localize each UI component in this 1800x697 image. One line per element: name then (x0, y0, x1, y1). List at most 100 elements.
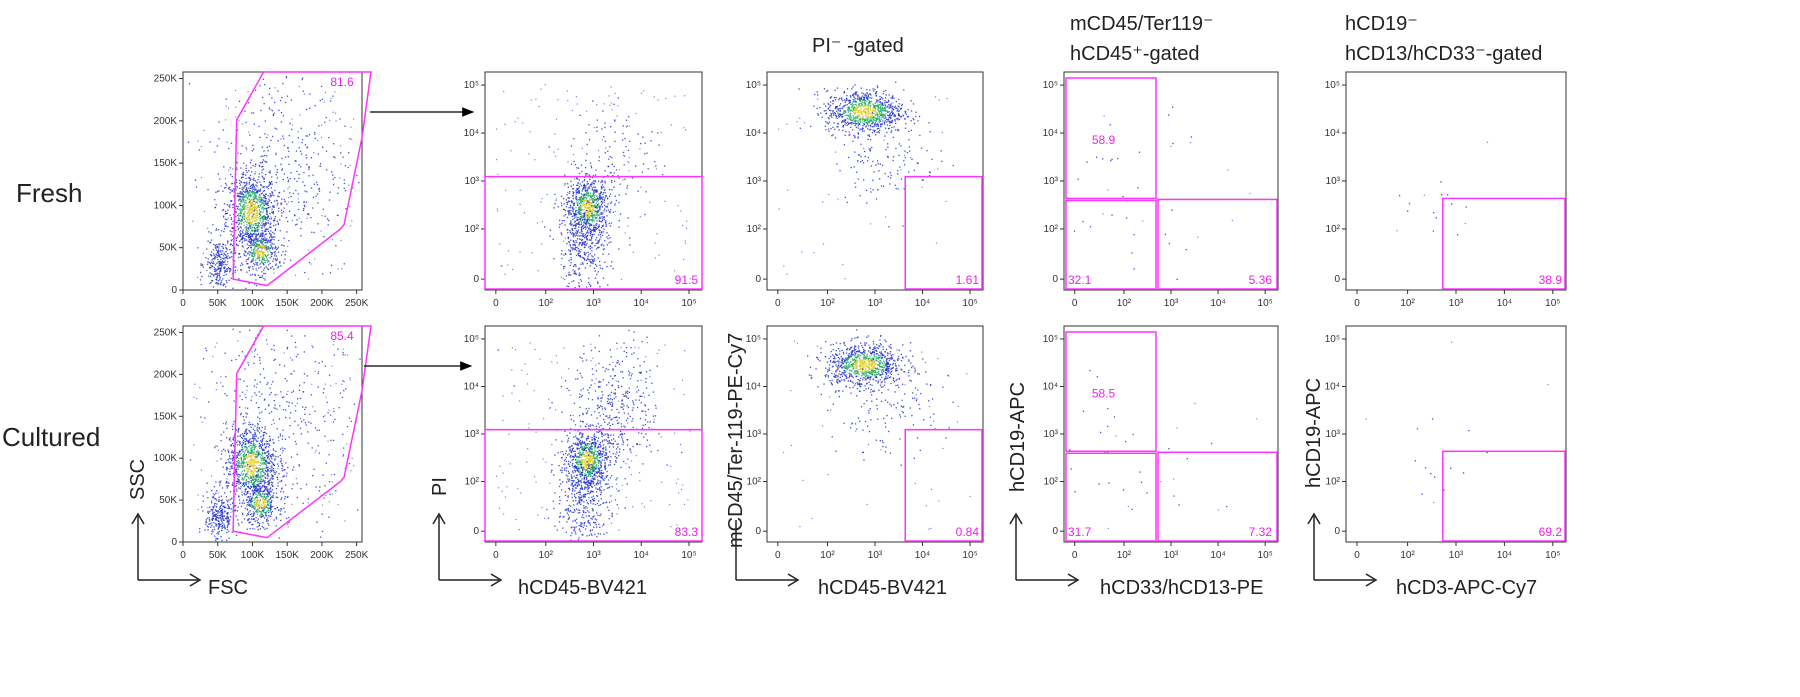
x-tick-label: 10⁴ (915, 298, 930, 309)
event-dots (187, 76, 360, 290)
y-tick-label: 10² (1044, 224, 1059, 235)
panel-fresh-hcd19-hcd3: 0 0 10² 10² 10³ 10³ 10⁴ 10⁴ 10⁵ 10⁵ 38.9 (1325, 71, 1567, 309)
col3-title: PI⁻ -gated (812, 35, 904, 57)
y-tick-label: 150K (154, 411, 178, 422)
gate-percentage-ul: 58.9 (1092, 133, 1116, 147)
y-tick-label: 10⁵ (464, 80, 479, 91)
p4-y-label: hCD19-APC (1007, 382, 1029, 492)
y-tick-label: 0 (755, 274, 761, 285)
p5-x-label: hCD3-APC-Cy7 (1396, 577, 1537, 599)
y-tick-label: 200K (154, 116, 178, 127)
panel-cultured-ssc-fsc: 00 50K 50K 100K 100K 150K 150K 200K 200K 250K 250K… (154, 325, 372, 561)
y-tick-label: 10² (465, 224, 480, 235)
x-tick-label: 200K (310, 550, 334, 561)
plot-frame (1063, 71, 1279, 291)
x-tick-label: 10⁵ (1258, 298, 1273, 309)
x-tick-label: 10⁴ (915, 550, 930, 561)
x-tick-label: 10⁴ (634, 550, 649, 561)
y-tick-label: 10⁴ (464, 381, 479, 392)
y-tick-label: 10⁴ (746, 381, 761, 392)
p2-x-label: hCD45-BV421 (518, 577, 647, 599)
y-tick-label: 10⁴ (1043, 381, 1058, 392)
quadrant-ul-gate (1065, 77, 1157, 200)
p1-x-label: FSC (208, 577, 248, 599)
plot-frame (484, 325, 703, 543)
y-tick-label: 0 (171, 537, 177, 548)
x-tick-label: 10³ (1164, 550, 1179, 561)
x-tick-label: 10³ (868, 298, 883, 309)
cd3-positive-gate (1442, 450, 1566, 542)
y-tick-label: 10² (1326, 477, 1341, 488)
x-tick-label: 10⁵ (1258, 550, 1273, 561)
y-tick-label: 10² (465, 477, 480, 488)
event-dots (495, 84, 691, 289)
x-tick-label: 10⁵ (681, 298, 696, 309)
quadrant-lr-gate (1157, 198, 1278, 290)
axis-indicator-p1 (131, 512, 202, 587)
live-cell-gate (232, 71, 372, 287)
y-tick-label: 10⁵ (1325, 80, 1340, 91)
x-tick-label: 10³ (586, 298, 601, 309)
plot-frame (766, 71, 984, 291)
gate-percentage-ul: 58.5 (1092, 386, 1116, 400)
x-tick-label: 10² (539, 550, 554, 561)
x-tick-label: 10⁵ (681, 550, 696, 561)
gate-percentage: 1.61 (956, 273, 980, 287)
x-tick-label: 0 (775, 298, 781, 309)
p2-y-label: PI (429, 477, 451, 496)
x-tick-label: 0 (493, 550, 499, 561)
x-tick-label: 150K (275, 550, 299, 561)
y-tick-label: 0 (171, 285, 177, 296)
cd3-positive-gate (1442, 197, 1566, 290)
x-tick-label: 50K (209, 550, 227, 561)
row-label-cultured: Cultured (2, 422, 100, 452)
plot-frame (182, 325, 363, 543)
col5-title-line1: hCD19⁻ (1345, 13, 1418, 35)
x-tick-label: 0 (775, 550, 781, 561)
panel-fresh-hcd19-hcd33: 0 0 10² 10² 10³ 10³ 10⁴ 10⁴ 10⁵ 10⁵ 58.9 32.1 5.36 (1043, 71, 1279, 309)
quadrant-ll-gate (1065, 199, 1157, 290)
gate-percentage: 38.9 (1539, 273, 1563, 287)
panel-cultured-mcd45-hcd45: 0 0 10² 10² 10³ 10³ 10⁴ 10⁴ 10⁵ 10⁵ 0.84 (746, 325, 984, 561)
y-tick-label: 10³ (747, 176, 762, 187)
y-tick-label: 10³ (1326, 176, 1341, 187)
x-tick-label: 10² (1400, 298, 1415, 309)
gate-percentage-ll: 31.7 (1068, 525, 1092, 539)
y-tick-label: 250K (154, 327, 178, 338)
panel-cultured-hcd19-hcd3: 0 0 10² 10² 10³ 10³ 10⁴ 10⁴ 10⁵ 10⁵ 69.2 (1325, 325, 1567, 561)
quadrant-ll-gate (1065, 452, 1157, 542)
x-tick-label: 200K (310, 298, 334, 309)
x-tick-label: 10³ (1449, 298, 1464, 309)
p3-x-label: hCD45-BV421 (818, 577, 947, 599)
y-tick-label: 150K (154, 158, 178, 169)
plot-frame (766, 325, 984, 543)
gate-percentage-lr: 5.36 (1249, 273, 1273, 287)
y-tick-label: 50K (159, 495, 177, 506)
x-tick-label: 0 (1072, 298, 1078, 309)
y-tick-label: 0 (1052, 274, 1058, 285)
x-tick-label: 10⁴ (1497, 550, 1512, 561)
col4-title-line1: mCD45/Ter119⁻ (1070, 13, 1214, 35)
live-cell-gate (232, 325, 372, 539)
x-tick-label: 0 (180, 550, 186, 561)
pi-negative-gate (484, 428, 703, 542)
y-tick-label: 10⁴ (1043, 128, 1058, 139)
quadrant-ul-gate (1065, 331, 1157, 453)
gate-percentage: 91.5 (675, 273, 699, 287)
plot-frame (1345, 71, 1567, 291)
y-tick-label: 10² (1326, 224, 1341, 235)
axis-indicator-p2 (432, 512, 503, 587)
x-tick-label: 10⁵ (1545, 550, 1560, 561)
x-tick-label: 10⁵ (962, 298, 977, 309)
y-tick-label: 200K (154, 369, 178, 380)
panel-cultured-hcd19-hcd33: 0 0 10² 10² 10³ 10³ 10⁴ 10⁴ 10⁵ 10⁵ 58.5 31.7 7.32 (1043, 325, 1279, 561)
col5-title-line2: hCD13/hCD33⁻-gated (1345, 43, 1542, 65)
x-tick-label: 100K (241, 550, 265, 561)
p3-y-label: mCD45/Ter-119-PE-Cy7 (725, 333, 747, 548)
x-tick-label: 10³ (1449, 550, 1464, 561)
pi-negative-gate (484, 175, 703, 290)
x-tick-label: 250K (345, 550, 369, 561)
gate-percentage-lr: 7.32 (1249, 525, 1273, 539)
y-tick-label: 10⁴ (746, 128, 761, 139)
